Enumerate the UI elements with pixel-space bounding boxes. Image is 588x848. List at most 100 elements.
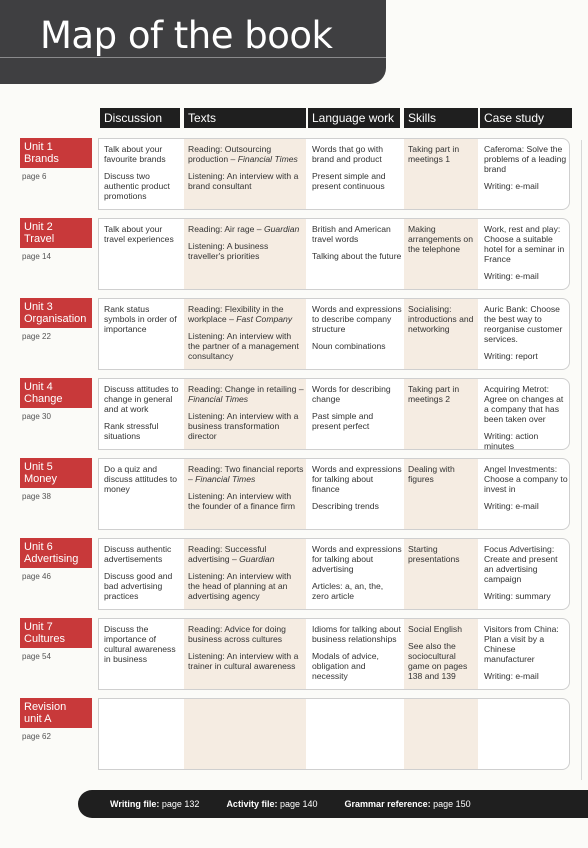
texts-entry: Reading: Flexibility in the workplace – … [188,304,304,324]
discussion-cell: Discuss authentic advertisements Discuss … [104,544,182,608]
title-banner: Map of the book [0,0,386,84]
unit-page-ref: page 46 [22,572,51,581]
skills-cell: Socialising: introductions and networkin… [408,304,478,341]
unit-page-ref: page 54 [22,652,51,661]
texts-column-tint [184,299,306,369]
unit-page-ref: page 38 [22,492,51,501]
side-rule [581,140,582,780]
unit-tab-line: Organisation [24,313,87,325]
language-entry: Modals of advice, obligation and necessi… [312,651,379,681]
texts-entry-label: Listening: An interview with the head of… [188,571,292,601]
unit-tab-line: Change [24,393,63,405]
page-title: Map of the book [40,14,333,57]
case-entry: Auric Bank: Choose the best way to reorg… [484,304,563,344]
grammar-reference-page: page 150 [433,799,471,809]
language-entry: Present simple and present continuous [312,171,386,191]
unit-tab[interactable]: Unit 3 Organisation [20,298,92,328]
discussion-entry: Discuss attitudes to change in general a… [104,384,179,414]
texts-entry-label: Reading: Two financial reports – [188,464,304,484]
row-box [98,218,570,290]
skills-column-tint [404,459,478,529]
texts-cell: Reading: Two financial reports – Financi… [188,464,304,518]
skills-entry: Making arrangements on the telephone [408,224,473,254]
texts-entry-label: Reading: Change in retailing – [188,384,304,394]
unit-row: Unit 7 Cultures page 54 Discuss the importa… [0,618,588,690]
language-cell: Words and expressions for talking about … [312,464,402,518]
texts-cell: Reading: Air rage – Guardian Listening: A… [188,224,304,268]
texts-entry: Reading: Advice for doing business acros… [188,624,304,644]
discussion-cell: Discuss attitudes to change in general a… [104,384,182,448]
case-entry: Writing: summary [484,591,551,601]
texts-cell: Reading: Outsourcing production – Financ… [188,144,304,198]
texts-cell: Reading: Change in retailing – Financial… [188,384,304,448]
language-entry: Noun combinations [312,341,386,351]
skills-entry: Social English [408,624,462,634]
skills-column-tint [404,699,478,769]
row-box [98,298,570,370]
case-cell: Focus Advertising: Create and present an… [484,544,568,608]
skills-column-tint [404,619,478,689]
unit-row: Unit 4 Change page 30 Discuss attitudes to … [0,378,588,451]
case-entry: Writing: e-mail [484,181,539,191]
skills-entry: Dealing with figures [408,464,455,484]
discussion-entry: Rank status symbols in order of importan… [104,304,177,334]
language-entry: Words and expressions for talking about … [312,544,402,574]
unit-tab[interactable]: Unit 6 Advertising [20,538,92,568]
texts-column-tint [184,219,306,289]
skills-entry: Socialising: introductions and networkin… [408,304,474,334]
unit-page-ref: page 6 [22,172,47,181]
texts-column-tint [184,459,306,529]
unit-tab[interactable]: Unit 5 Money [20,458,92,488]
language-cell: Words and expressions to describe compan… [312,304,402,358]
row-box [98,138,570,210]
unit-tab[interactable]: Unit 7 Cultures [20,618,92,648]
discussion-cell: Do a quiz and discuss attitudes to money [104,464,182,501]
skills-entry: Taking part in meetings 1 [408,144,460,164]
discussion-cell: Talk about your favourite brands Discuss … [104,144,182,208]
case-entry: Writing: e-mail [484,501,539,511]
unit-tab[interactable]: Unit 4 Change [20,378,92,408]
unit-tab-line: Money [24,473,58,485]
unit-page-ref: page 62 [22,732,51,741]
language-entry: Talking about the future [312,251,402,261]
texts-column-tint [184,379,306,449]
texts-entry-label: Reading: Successful advertising – [188,544,267,564]
texts-entry: Listening: An interview with a business … [188,411,304,441]
writing-file-page: page 132 [161,799,200,809]
skills-entry: See also the sociocultural game on pages… [408,641,468,681]
texts-entry-label: Listening: A business traveller's priori… [188,241,269,261]
discussion-entry: Do a quiz and discuss attitudes to money [104,464,178,494]
unit-tab[interactable]: Unit 1 Brands [20,138,92,168]
language-entry: Words and expressions for talking about … [312,464,402,494]
activity-file-page: page 140 [279,799,318,809]
case-entry: Writing: e-mail [484,671,539,681]
case-cell: Visitors from China: Plan a visit by a C… [484,624,568,688]
texts-entry-label: Listening: An interview with the partner… [188,331,299,361]
skills-entry: Starting presentations [408,544,460,564]
header-case-study: Case study [480,108,572,128]
column-headers: Discussion Texts Language work Skills Ca… [0,108,588,128]
unit-tab-line: Unit 4 [24,381,53,393]
unit-page-ref: page 22 [22,332,51,341]
texts-entry-source: Guardian [239,554,275,564]
unit-tab[interactable]: Revision unit A [20,698,92,728]
unit-page-ref: page 30 [22,412,51,421]
texts-entry: Listening: An interview with the head of… [188,571,304,601]
unit-row: Unit 3 Organisation page 22 Rank status sym… [0,298,588,370]
unit-row: Unit 2 Travel page 14 Talk about your trave… [0,218,588,290]
unit-tab-line: Unit 1 [24,141,53,153]
case-entry: Writing: report [484,351,538,361]
unit-row: Unit 1 Brands page 6 Talk about your favour… [0,138,588,210]
case-cell: Caferoma: Solve the problems of a leadin… [484,144,568,198]
texts-entry-label: Reading: Advice for doing business acros… [188,624,286,644]
unit-tab-line: unit A [24,713,52,725]
discussion-entry: Discuss good and bad advertising practic… [104,571,173,601]
writing-file-label: Writing file: [110,799,160,809]
case-entry: Focus Advertising: Create and present an… [484,544,558,584]
unit-row: Unit 6 Advertising page 46 Discuss authenti… [0,538,588,610]
texts-column-tint [184,699,306,769]
unit-tab[interactable]: Unit 2 Travel [20,218,92,248]
texts-entry-label: Listening: An interview with the founder… [188,491,296,511]
texts-entry-source: Financial Times [195,474,256,484]
language-cell: Words and expressions for talking about … [312,544,402,608]
